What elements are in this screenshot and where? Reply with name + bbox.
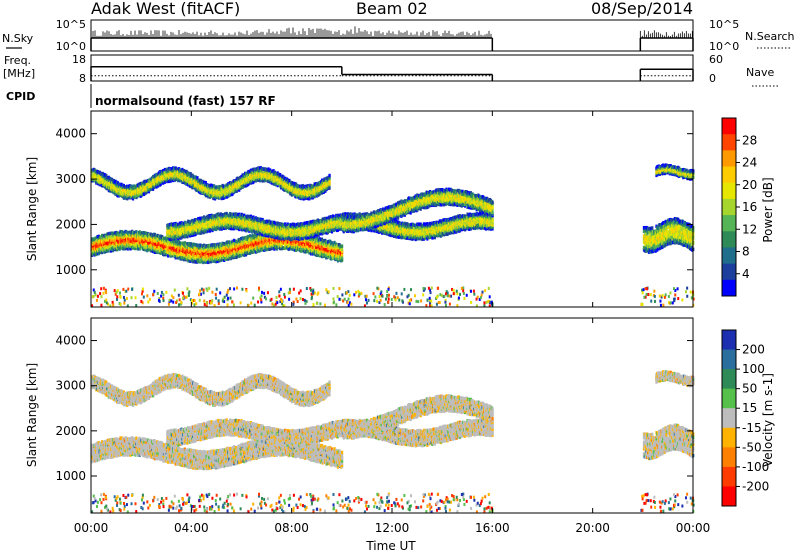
nsky-label: N.Sky — [2, 32, 34, 45]
freq-label: Freq. — [4, 54, 31, 67]
station-title: Adak West (fitACF) — [91, 0, 240, 18]
freq-right-tick-top: 60 — [709, 53, 723, 66]
freq-right-tick-bottom: 0 — [709, 72, 716, 85]
rti-figure: Adak West (fitACF) Beam 02 08/Sep/2014 N… — [0, 0, 800, 554]
freq-left-tick-bottom: 8 — [79, 72, 86, 85]
noise-left-tick-bottom: 10^0 — [56, 40, 86, 53]
noise-panel: N.Sky 10^5 10^0 10^5 10^0 N.Search — [2, 18, 795, 53]
cpid-label: CPID — [6, 90, 35, 103]
frequency-panel: Freq. [MHz] 18 8 60 0 Nave — [3, 53, 780, 86]
nave-label: Nave — [746, 66, 774, 79]
power-point — [341, 244, 343, 248]
freq-unit-label: [MHz] — [3, 67, 35, 80]
cpid-text: normalsound (fast) 157 RF — [95, 94, 276, 108]
noise-right-tick-bottom: 10^0 — [709, 40, 739, 53]
noise-right-tick-top: 10^5 — [709, 18, 739, 31]
date-title: 08/Sep/2014 — [591, 0, 693, 18]
nsearch-label: N.Search — [745, 30, 795, 43]
beam-title: Beam 02 — [356, 0, 428, 18]
power-point — [341, 247, 343, 251]
noise-left-tick-top: 10^5 — [56, 18, 86, 31]
freq-left-tick-top: 18 — [72, 53, 86, 66]
